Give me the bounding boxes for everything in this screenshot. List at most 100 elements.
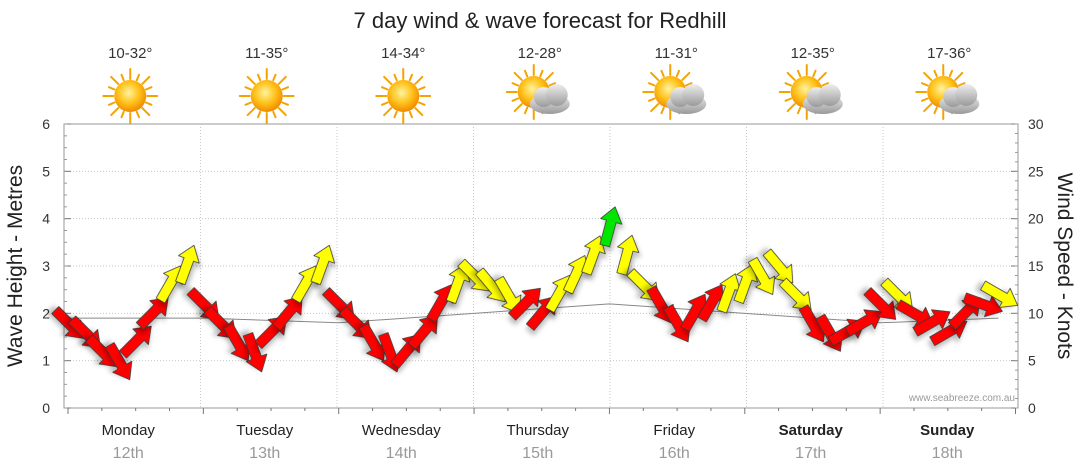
sun-ray — [511, 97, 520, 102]
sun-ray — [921, 97, 929, 102]
sun-ray — [246, 75, 256, 85]
wind-arrow-shape — [445, 263, 471, 304]
sun-ray — [408, 73, 414, 82]
sun-ray — [675, 69, 681, 78]
sun-ray — [414, 75, 424, 85]
sun-ray — [650, 71, 660, 81]
wind-arrow-shape — [912, 309, 951, 337]
wave-height-tick-label: 4 — [42, 211, 50, 227]
sun-ray — [812, 69, 817, 78]
partly-cloudy-icon — [642, 64, 707, 120]
cloud-shape — [802, 84, 843, 114]
sun-ray — [408, 110, 414, 119]
sun-ray — [277, 75, 287, 85]
day-axis: Monday 12th Tuesday 13th Wednesday 14th Thursd… — [67, 408, 1016, 462]
wind-speed-tick-label: 30 — [1028, 116, 1044, 132]
wind-speed-tick-label: 0 — [1028, 400, 1036, 416]
wind-speed-tick-label: 15 — [1028, 258, 1044, 274]
sun-ray — [923, 103, 933, 113]
wind-arrow-shape — [581, 235, 606, 276]
wind-arrow-shape — [616, 234, 640, 276]
wind-speed-tick-label: 10 — [1028, 305, 1044, 321]
temperature-range: 14-34° — [381, 45, 425, 62]
cloud-puff — [682, 84, 705, 106]
wind-arrow — [747, 256, 776, 295]
wind-arrow — [863, 287, 897, 320]
temperature-range: 10-32° — [108, 45, 152, 62]
sun-disc — [387, 80, 420, 112]
partly-cloudy-icon — [778, 64, 843, 120]
day-name-label: Monday — [102, 422, 156, 439]
wind-arrow — [762, 248, 794, 284]
sun-ray — [684, 82, 693, 87]
sun-ray — [511, 82, 520, 87]
wind-arrow-shape — [962, 292, 1003, 317]
cloud-shape — [666, 84, 707, 114]
sun-ray — [381, 86, 389, 91]
cloud-shape — [529, 84, 570, 114]
sun-ray — [513, 103, 523, 113]
day-name-label: Tuesday — [236, 422, 293, 439]
sun-ray — [256, 73, 262, 82]
day-date-label: 16th — [659, 445, 690, 462]
wind-arrow — [310, 244, 335, 286]
sun-ray — [281, 86, 289, 91]
wave-height-tick-label: 0 — [42, 400, 50, 416]
wind-arrow — [844, 309, 883, 337]
wind-arrow-shape — [175, 244, 200, 286]
sun-ray — [417, 101, 426, 106]
wind-arrow — [616, 234, 640, 276]
wind-arrow-shape — [310, 244, 335, 286]
sun-ray — [393, 110, 398, 119]
wind-arrow — [155, 265, 183, 304]
wind-arrow — [445, 263, 471, 304]
sun-ray — [933, 69, 938, 78]
wind-arrow-shape — [119, 325, 152, 359]
wind-arrow-shape — [747, 256, 776, 295]
sun-ray — [110, 75, 120, 85]
wind-arrow — [407, 315, 438, 350]
wind-arrow-shape — [508, 287, 541, 321]
chart-title: 7 day wind & wave forecast for Redhill — [354, 8, 727, 33]
wind-arrow — [105, 342, 133, 381]
wind-arrow-shape — [155, 265, 183, 304]
grid-lines — [64, 124, 1018, 408]
wind-arrow-shape — [863, 287, 897, 320]
day-name-label: Sunday — [920, 422, 975, 439]
sun-ray — [272, 73, 277, 82]
cloud-puff — [955, 84, 978, 106]
sun-ray — [108, 86, 116, 91]
sunny-icon — [238, 68, 295, 124]
day-date-label: 17th — [795, 445, 826, 462]
wind-arrow-shape — [407, 315, 438, 350]
sun-ray — [144, 86, 153, 91]
day-date-label: 13th — [249, 445, 280, 462]
wind-arrow-shape — [272, 296, 303, 331]
wind-arrow — [962, 292, 1003, 317]
temperature-range: 12-28° — [518, 45, 562, 62]
wave-height-tick-label: 6 — [42, 116, 50, 132]
wind-arrow — [778, 277, 812, 311]
sun-ray — [660, 69, 665, 78]
sun-ray — [681, 71, 691, 81]
day-name-label: Friday — [653, 422, 695, 439]
sun-ray — [796, 69, 802, 78]
day-name-label: Saturday — [779, 422, 844, 439]
sun-ray — [821, 82, 829, 87]
wind-arrow-shape — [105, 342, 133, 381]
wave-height-tick-label: 2 — [42, 305, 50, 321]
sun-ray — [417, 86, 426, 91]
wind-arrow — [272, 296, 303, 331]
sun-ray — [110, 107, 120, 117]
wind-arrow-shape — [135, 297, 169, 330]
temperature-range: 11-31° — [655, 45, 698, 62]
wind-arrow-shape — [242, 332, 268, 373]
sun-ray — [921, 82, 929, 87]
wind-arrow-shape — [426, 284, 454, 323]
wind-arrow — [291, 265, 319, 304]
sun-ray — [817, 71, 827, 81]
wind-arrow — [135, 297, 169, 330]
temperature-range: 11-35° — [245, 45, 288, 62]
sun-ray — [144, 101, 153, 106]
sun-ray — [933, 106, 938, 115]
